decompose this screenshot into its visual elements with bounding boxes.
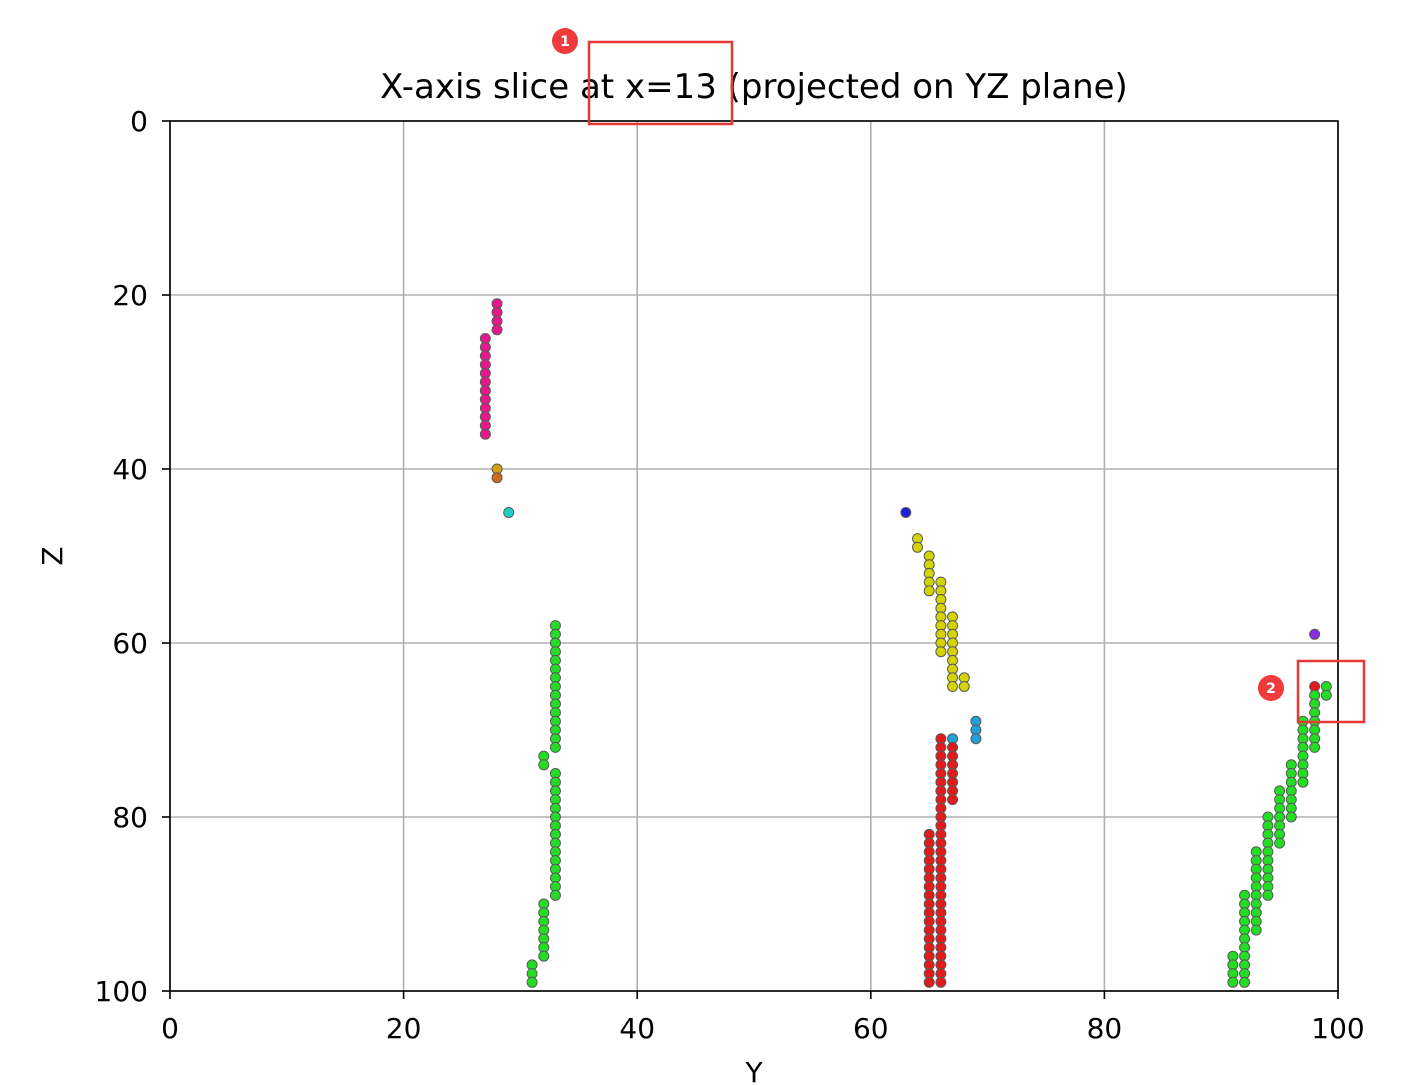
y-tick-label: 0 [130,105,148,138]
series-7 [912,533,970,692]
data-point [1274,837,1286,849]
x-tick-label: 20 [386,1012,422,1045]
series-0 [479,298,503,440]
x-tick-label: 60 [853,1012,889,1045]
data-points [479,298,1332,988]
data-point [923,976,935,988]
data-point [900,507,912,518]
annotation-2: 2 [1258,659,1366,724]
data-point [947,794,959,806]
x-tick-label: 100 [1311,1012,1364,1045]
data-point [479,428,491,440]
y-tick-label: 40 [112,453,148,486]
data-point [549,889,561,901]
annotation-1-box [587,40,734,126]
data-point [491,472,503,484]
data-point [1309,741,1321,753]
y-tick-label: 60 [112,627,148,660]
data-point [538,950,550,962]
annotation-1-number: 1 [560,34,570,50]
data-point [935,646,947,658]
x-axis-label: Y [744,1056,763,1085]
data-point [1250,924,1262,936]
annotation-2-box [1296,659,1366,724]
data-point [1262,889,1274,901]
series-8 [923,681,1321,988]
data-point [970,733,982,745]
chart-title: X-axis slice at x=13 (projected on YZ pl… [380,67,1128,107]
series-9 [526,620,1332,988]
series-5 [1309,628,1321,640]
grid [169,120,1339,992]
plot-frame [169,120,1339,992]
data-point [912,541,924,553]
y-axis-ticks: 0 20 40 60 80 100 [95,105,170,1008]
data-point [1239,976,1251,988]
x-tick-label: 80 [1087,1012,1123,1045]
series-2 [491,472,503,484]
data-point [526,976,538,988]
data-point [1320,689,1332,701]
series-3 [503,507,515,518]
y-tick-label: 80 [112,801,148,834]
series-6 [947,715,982,745]
data-point [947,681,959,692]
y-tick-label: 20 [112,279,148,312]
data-point [1297,776,1309,788]
data-point [923,585,935,597]
data-point [503,507,515,518]
data-point [1309,628,1321,640]
data-point [1285,811,1297,823]
annotation-2-badge [1258,675,1284,701]
data-point [538,759,550,771]
x-tick-label: 0 [161,1012,179,1045]
annotation-2-number: 2 [1266,681,1276,697]
data-point [958,681,970,692]
series-4 [900,507,912,518]
data-point [491,324,503,336]
x-axis-ticks: 0 20 40 60 80 100 [161,991,1365,1045]
y-axis-label: Z [36,546,69,565]
data-point [935,976,947,988]
y-tick-label: 100 [95,975,148,1008]
annotation-1: 1 [552,28,734,126]
data-point [549,741,561,753]
annotation-1-badge [552,28,578,54]
data-point [1227,976,1239,988]
x-tick-label: 40 [619,1012,655,1045]
